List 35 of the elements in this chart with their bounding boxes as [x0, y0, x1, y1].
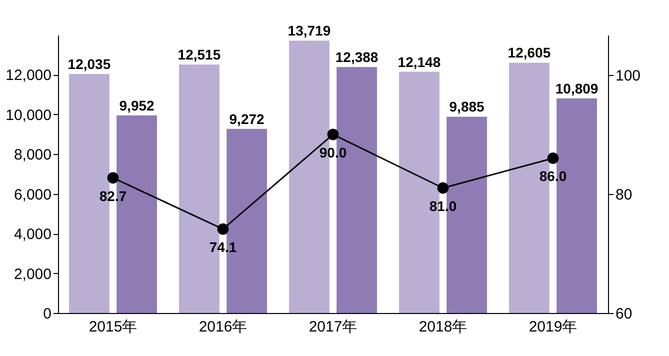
y-tick-label: 8,000	[14, 146, 52, 164]
data-label: 12,605	[508, 44, 551, 61]
data-label: 90.0	[319, 144, 347, 160]
point	[327, 128, 339, 140]
x-tick-label: 2016年	[198, 318, 248, 336]
data-label: 81.0	[429, 198, 457, 214]
data-label: 86.0	[539, 168, 567, 184]
y-tick-label: 0	[43, 306, 52, 322]
y-tick-label: 12,000	[6, 67, 52, 84]
data-label: 9,952	[119, 97, 155, 114]
x-tick-label: 2018年	[418, 318, 468, 336]
data-label: 13,719	[288, 22, 331, 39]
data-label: 9,885	[449, 98, 485, 115]
data-label: 74.1	[209, 239, 237, 256]
data-label: 12,515	[178, 46, 221, 62]
y-tick-label: 4,000	[14, 226, 52, 244]
y-tick-label: 6,000	[14, 186, 52, 204]
x-tick-label: 2015年	[88, 318, 138, 336]
y2-tick-label: 100	[616, 67, 641, 84]
point	[107, 172, 119, 184]
y2-tick-label: 80	[616, 186, 632, 204]
x-tick-label: 2019年	[528, 318, 578, 336]
y-tick-label: 2,000	[14, 266, 52, 283]
data-label: 12,035	[68, 56, 111, 72]
y-tick-label: 10,000	[6, 106, 52, 124]
x-tick-label: 2017年	[308, 318, 358, 336]
data-label: 82.7	[99, 188, 127, 204]
data-label: 12,148	[398, 54, 441, 70]
point	[437, 182, 449, 194]
y2-tick-label: 60	[616, 306, 632, 322]
data-label: 12,388	[335, 49, 378, 66]
point	[217, 223, 229, 235]
data-label: 9,272	[229, 110, 265, 127]
point	[547, 152, 559, 164]
data-label: 10,809	[555, 80, 598, 96]
